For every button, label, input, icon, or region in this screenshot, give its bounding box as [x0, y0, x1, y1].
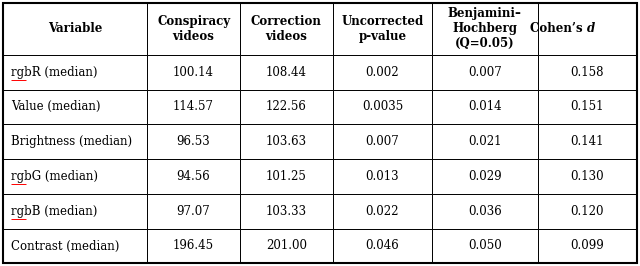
Text: Variable: Variable: [48, 22, 102, 35]
Text: Cohen’s: Cohen’s: [531, 22, 588, 35]
Text: 0.120: 0.120: [570, 205, 604, 218]
Bar: [333, 3, 432, 55]
Text: 103.63: 103.63: [266, 135, 307, 148]
Bar: [432, 159, 538, 194]
Bar: [432, 55, 538, 90]
Bar: [3, 124, 147, 159]
Text: 96.53: 96.53: [177, 135, 211, 148]
Bar: [240, 55, 333, 90]
Text: 201.00: 201.00: [266, 239, 307, 252]
Text: 0.036: 0.036: [468, 205, 502, 218]
Text: 0.029: 0.029: [468, 170, 502, 183]
Text: 100.14: 100.14: [173, 66, 214, 79]
Bar: [3, 194, 147, 228]
Bar: [147, 90, 240, 124]
Text: rgbG (median): rgbG (median): [11, 170, 98, 183]
Text: 0.013: 0.013: [365, 170, 399, 183]
Text: 122.56: 122.56: [266, 101, 307, 113]
Bar: [240, 3, 333, 55]
Bar: [3, 90, 147, 124]
Bar: [333, 159, 432, 194]
Text: 0.046: 0.046: [365, 239, 399, 252]
Bar: [3, 55, 147, 90]
Text: 0.099: 0.099: [570, 239, 604, 252]
Bar: [240, 194, 333, 228]
Bar: [432, 90, 538, 124]
Bar: [147, 124, 240, 159]
Text: 94.56: 94.56: [177, 170, 211, 183]
Text: rgbB (median): rgbB (median): [11, 205, 97, 218]
Text: 0.141: 0.141: [570, 135, 604, 148]
Text: 0.022: 0.022: [365, 205, 399, 218]
Text: 103.33: 103.33: [266, 205, 307, 218]
Text: rgbR (median): rgbR (median): [11, 66, 97, 79]
Bar: [432, 194, 538, 228]
Bar: [538, 3, 637, 55]
Bar: [240, 159, 333, 194]
Bar: [147, 159, 240, 194]
Text: 108.44: 108.44: [266, 66, 307, 79]
Bar: [333, 194, 432, 228]
Text: 0.014: 0.014: [468, 101, 502, 113]
Text: 0.021: 0.021: [468, 135, 502, 148]
Text: Correction
videos: Correction videos: [251, 15, 322, 43]
Text: Conspiracy
videos: Conspiracy videos: [157, 15, 230, 43]
Text: 0.050: 0.050: [468, 239, 502, 252]
Text: 0.0035: 0.0035: [362, 101, 403, 113]
Bar: [538, 228, 637, 263]
Bar: [333, 124, 432, 159]
Text: Brightness (median): Brightness (median): [11, 135, 132, 148]
Bar: [538, 159, 637, 194]
Bar: [333, 55, 432, 90]
Bar: [147, 228, 240, 263]
Text: 97.07: 97.07: [177, 205, 211, 218]
Text: 0.007: 0.007: [365, 135, 399, 148]
Bar: [432, 124, 538, 159]
Bar: [3, 3, 147, 55]
Text: 0.151: 0.151: [570, 101, 604, 113]
Text: Contrast (median): Contrast (median): [11, 239, 119, 252]
Bar: [240, 228, 333, 263]
Bar: [538, 124, 637, 159]
Text: 196.45: 196.45: [173, 239, 214, 252]
Text: 0.158: 0.158: [570, 66, 604, 79]
Text: 0.007: 0.007: [468, 66, 502, 79]
Bar: [333, 90, 432, 124]
Text: 0.130: 0.130: [570, 170, 604, 183]
Bar: [538, 90, 637, 124]
Bar: [3, 228, 147, 263]
Text: d: d: [588, 22, 595, 35]
Text: Uncorrected
p-value: Uncorrected p-value: [341, 15, 424, 43]
Bar: [3, 159, 147, 194]
Bar: [240, 124, 333, 159]
Bar: [240, 90, 333, 124]
Text: Benjamini–
Hochberg
(Q=0.05): Benjamini– Hochberg (Q=0.05): [448, 7, 522, 50]
Bar: [432, 3, 538, 55]
Bar: [538, 55, 637, 90]
Text: 114.57: 114.57: [173, 101, 214, 113]
Text: Value (median): Value (median): [11, 101, 100, 113]
Text: 0.002: 0.002: [365, 66, 399, 79]
Bar: [333, 228, 432, 263]
Bar: [538, 194, 637, 228]
Bar: [147, 55, 240, 90]
Text: 101.25: 101.25: [266, 170, 307, 183]
Bar: [432, 228, 538, 263]
Bar: [147, 3, 240, 55]
Bar: [147, 194, 240, 228]
